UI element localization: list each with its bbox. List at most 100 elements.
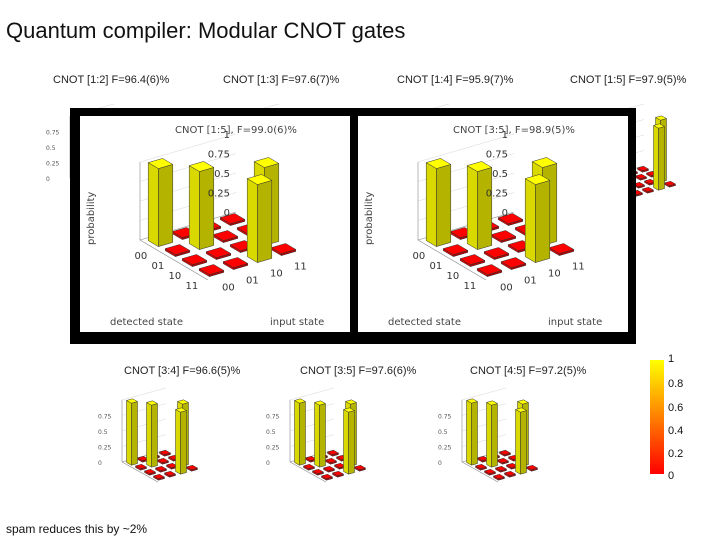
bar-face: [319, 403, 326, 468]
bar-top: [483, 247, 510, 258]
bar-top: [485, 400, 499, 406]
bar-top: [270, 243, 297, 254]
bar-face: [436, 164, 452, 247]
axis-tick-label: 0.25: [438, 445, 452, 452]
plot-label-cnot15: CNOT [1:5] F=97.9(5)%: [570, 74, 687, 86]
axis-tick-label: 1: [502, 130, 508, 141]
axis-tick-label: 0.5: [492, 169, 508, 180]
inset-title: CNOT [3:5], F=98.9(5)%: [453, 125, 575, 136]
bar-face: [520, 410, 527, 475]
bar-face: [314, 402, 320, 468]
axis-tick-label: 00: [500, 283, 513, 294]
colorbar-tick: 0.2: [668, 448, 684, 460]
plot-label-cnot35: CNOT [3:5] F=97.6(6)%: [300, 365, 417, 377]
bar-top: [548, 243, 575, 254]
bar-top: [320, 473, 334, 479]
axis-tick-label: 10: [169, 271, 182, 282]
axis-tick-label: 10: [270, 269, 283, 280]
bar-top: [652, 123, 666, 129]
axis-tick-label: 00: [413, 251, 426, 262]
bar-face: [126, 400, 132, 466]
bar-top: [492, 473, 506, 479]
bar-top: [185, 464, 199, 470]
axis-line: [121, 461, 159, 483]
axis-tick-label: 10: [447, 271, 460, 282]
axis-tick-label: 01: [430, 261, 443, 272]
bar-top: [134, 463, 148, 469]
bar-face: [535, 180, 551, 263]
bar-top: [490, 230, 517, 241]
bar-top: [145, 400, 159, 406]
plot-label-cnot12: CNOT [1:2] F=96.4(6)%: [53, 74, 170, 86]
bar-face: [343, 409, 349, 475]
axis-tick-label: 0.5: [46, 145, 56, 152]
inset-ylabel: probability: [86, 192, 97, 245]
bar-top: [442, 244, 469, 255]
bar-top: [514, 407, 528, 413]
bar-top: [476, 264, 503, 275]
grid-line: [289, 387, 335, 401]
axis-tick-label: 1: [224, 130, 230, 141]
axis-tick-label: 00: [222, 283, 235, 294]
axis-tick-label: 0: [266, 460, 270, 467]
plot-label-cnot45: CNOT [4:5] F=97.2(5)%: [470, 365, 587, 377]
bar-top: [188, 161, 215, 172]
axis-tick-label: 0: [438, 460, 442, 467]
bar-top: [531, 157, 558, 168]
bar-top: [496, 457, 510, 463]
bar-top: [474, 463, 488, 469]
inset-title: CNOT [1:5], F=99.0(6)%: [175, 125, 297, 136]
bar-top: [632, 181, 646, 187]
axis-tick-label: 11: [186, 281, 199, 292]
axis-tick-label: 0.5: [98, 429, 108, 436]
footnote: spam reduces this by ~2%: [6, 522, 148, 536]
bar-top: [198, 264, 225, 275]
bar-top: [253, 157, 280, 168]
bar-top: [483, 468, 497, 474]
bar-face: [147, 162, 159, 248]
axis-tick-label: 01: [524, 276, 537, 287]
bar-top: [163, 470, 177, 476]
axis-tick-label: 0.25: [486, 189, 508, 200]
axis-tick-label: 0.75: [266, 414, 280, 421]
axis-line: [139, 239, 209, 281]
slide-title: Quantum compiler: Modular CNOT gates: [6, 18, 406, 43]
bar-face: [180, 410, 187, 475]
colorbar: [650, 360, 664, 474]
grid-line: [417, 133, 515, 163]
bar-face: [425, 162, 437, 248]
bar-top: [663, 180, 677, 186]
axis-tick-label: 0.25: [98, 445, 112, 452]
colorbar-tick: 1: [668, 353, 675, 365]
grid-line: [139, 133, 237, 163]
bar-top: [125, 398, 139, 404]
bar-top: [293, 398, 307, 404]
axis-tick-label: 0.75: [98, 414, 112, 421]
axis-tick-label: 0: [224, 208, 230, 219]
bar-face: [175, 409, 181, 475]
axis-tick-label: 00: [135, 251, 148, 262]
axis-line: [289, 461, 327, 483]
bar-top: [156, 457, 170, 463]
bar-top: [152, 473, 166, 479]
bar-face: [257, 180, 273, 263]
axis-tick-label: 0.25: [266, 445, 280, 452]
axis-tick-label: 0.75: [486, 150, 508, 161]
bar-top: [143, 468, 157, 474]
bar-top: [353, 464, 367, 470]
bar-face: [158, 164, 174, 247]
bar-face: [471, 401, 478, 466]
bar-top: [342, 407, 356, 413]
axis-tick-label: 11: [294, 262, 307, 273]
bar-top: [219, 213, 246, 224]
bar-face: [188, 165, 200, 251]
axis-tick-label: 10: [548, 269, 561, 280]
bar-top: [246, 174, 273, 185]
colorbar-tick: 0.4: [668, 425, 684, 437]
bar-face: [294, 400, 300, 466]
bar-face: [658, 126, 665, 191]
axis-tick-label: 11: [464, 281, 477, 292]
bar-face: [486, 402, 492, 468]
plot-cnot35: 0 0.25 0.5 0.75: [266, 387, 367, 483]
